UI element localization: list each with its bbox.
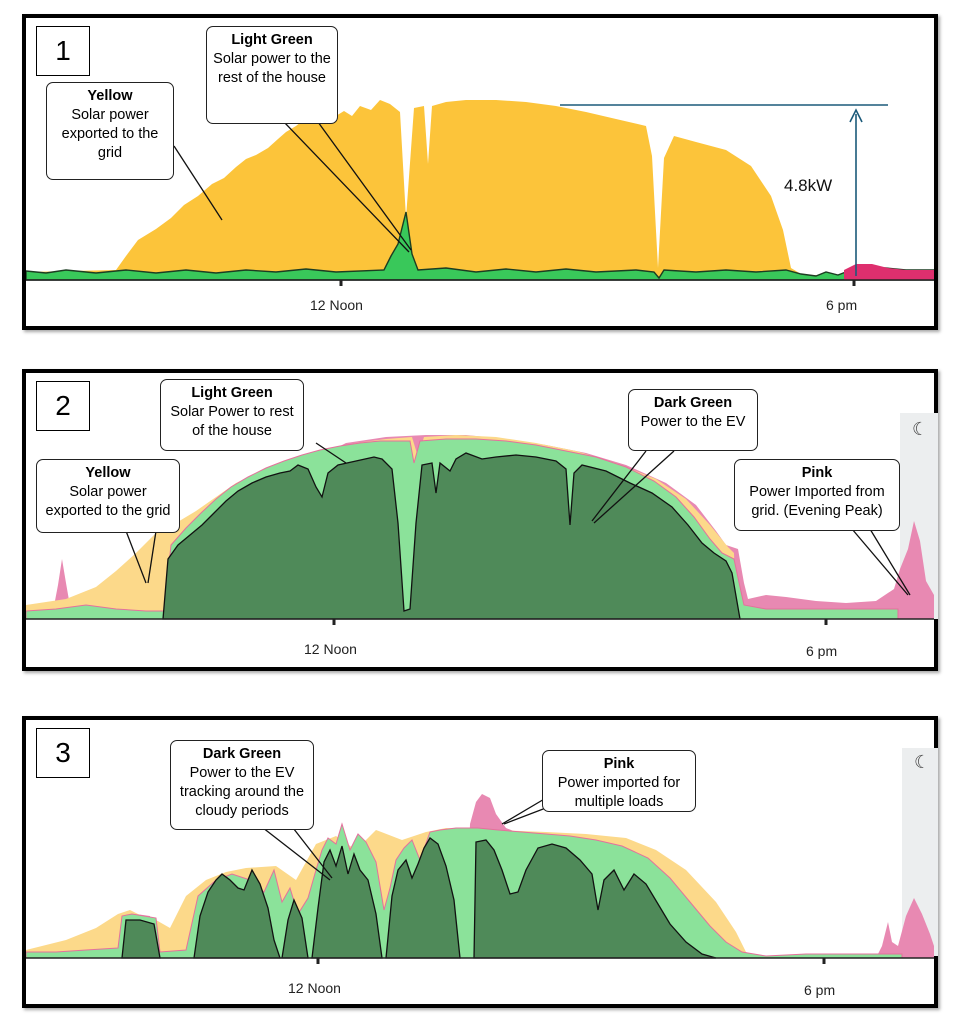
chart-2-dark-green-area [162,452,741,620]
callout-yellow-2-text: Solar power exported to the grid [45,484,171,519]
callout-dark-green-2-title: Dark Green [653,395,733,411]
chart-1-yellow-area [26,100,934,280]
callout-yellow-1-text: Solar power exported to the grid [61,107,159,161]
chart-3-pointer-pink [501,797,547,825]
chart-1-peak-arrowhead [849,108,863,123]
x-tick-6pm-2: 6 pm [806,643,838,659]
x-tick-6pm-3: 6 pm [804,982,836,998]
chart-2-pointer-yellow [125,530,147,584]
callout-pink-3-title: Pink [603,756,635,772]
chart-panel-2: ☾ 2 Light Green Solar Power to rest of t… [22,369,938,671]
callout-pink-3: Pink Power imported for multiple loads [542,750,696,812]
chart-3-pointer-dark-green-2 [289,823,333,879]
chart-3-pointer-dark-green [257,823,331,881]
callout-dark-green-2-text: Power to the EV [640,414,746,430]
chart-panel-1: 1 Yellow Solar power exported to the gri… [22,14,938,330]
callout-yellow-2: Yellow Solar power exported to the grid [36,459,180,533]
chart-1-light-green-area [26,211,934,281]
chart-2-pointer-pink-2 [869,528,911,596]
callout-pink-3-text: Power imported for multiple loads [557,775,681,810]
callout-light-green-1: Light Green Solar power to the rest of t… [206,26,338,124]
x-tick-6pm-1: 6 pm [826,297,858,313]
chart-2-pointer-pink [851,528,909,596]
x-tick-noon-3: 12 Noon [288,980,341,996]
chart-panel-3: ☾ 3 Dark Green Power to the EV tracking … [22,716,938,1008]
chart-1-pointer-yellow [173,145,223,221]
callout-yellow-2-title: Yellow [85,465,131,481]
moon-icon: ☾ [914,752,931,772]
chart-2-pointer-dark-green-2 [593,450,675,524]
callout-dark-green-3: Dark Green Power to the EV tracking arou… [170,740,314,830]
callout-dark-green-2: Dark Green Power to the EV [628,389,758,451]
callout-light-green-1-text: Solar power to the rest of the house [213,51,331,86]
chart-3-light-green-area [26,822,903,959]
callout-dark-green-3-title: Dark Green [202,746,282,762]
x-tick-noon-1: 12 Noon [310,297,363,313]
callout-light-green-2: Light Green Solar Power to rest of the h… [160,379,304,451]
chart-1-pointer-green-2 [317,121,412,251]
panel-number-3: 3 [36,728,90,778]
callout-light-green-2-text: Solar Power to rest of the house [170,404,294,439]
x-tick-noon-2: 12 Noon [304,641,357,657]
moon-icon: ☾ [912,419,929,439]
chart-3-plot [26,794,934,964]
chart-2-plot [26,435,934,625]
callout-yellow-1-title: Yellow [87,88,133,104]
callout-light-green-1-title: Light Green [231,32,313,48]
callout-pink-2-title: Pink [801,465,833,481]
panel-number-1: 1 [36,26,90,76]
chart-3-dark-green-area [121,837,717,959]
callout-dark-green-3-text: Power to the EV tracking around the clou… [179,765,305,819]
chart-1-pointer-green-1 [283,121,410,253]
peak-value-label: 4.8kW [784,176,833,195]
callout-pink-2: Pink Power Imported from grid. (Evening … [734,459,900,531]
chart-2-pointer-light-green [315,442,347,464]
callout-light-green-2-title: Light Green [191,385,273,401]
chart-1-pink-area [844,264,934,280]
chart-2-pointer-dark-green [591,450,647,522]
callout-yellow-1: Yellow Solar power exported to the grid [46,82,174,180]
panel-number-2: 2 [36,381,90,431]
callout-pink-2-text: Power Imported from grid. (Evening Peak) [749,484,885,519]
chart-2-pointer-yellow-2 [147,530,157,584]
chart-1-plot [26,100,934,286]
